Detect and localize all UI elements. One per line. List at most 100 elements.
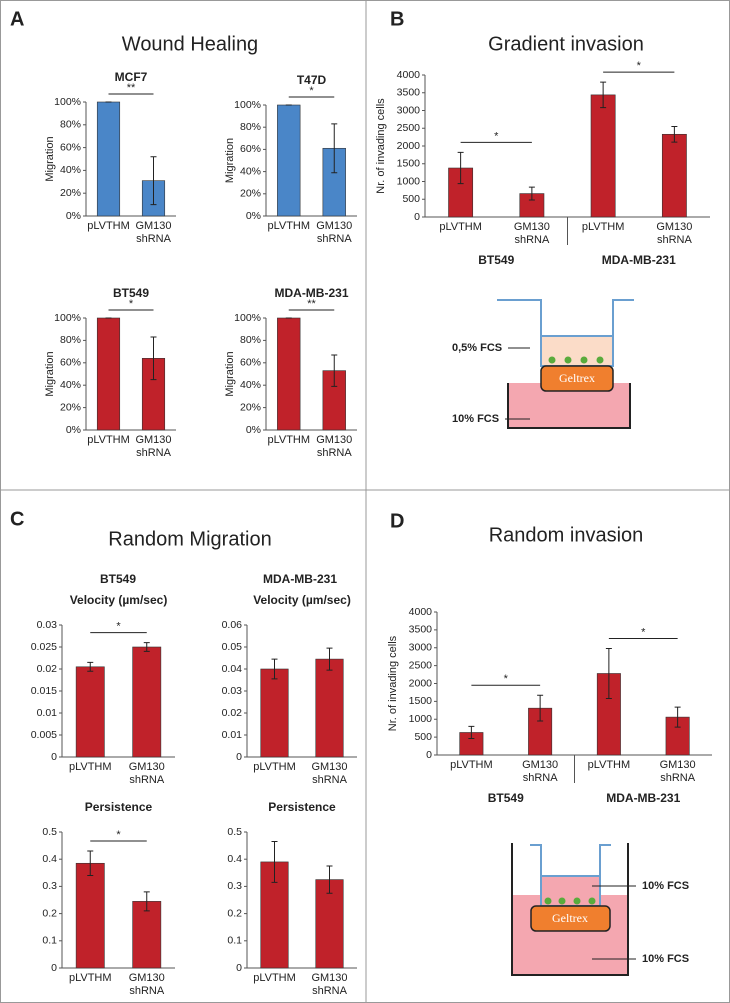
y-tick-label: 0.1: [227, 935, 242, 947]
x-tick-label: pLVTHM: [267, 434, 311, 446]
gel: [540, 365, 614, 392]
error-bar: [87, 850, 94, 877]
y-tick-label: 2500: [397, 122, 421, 134]
y-tick-label: 1500: [409, 695, 433, 707]
y-tick-label: 1500: [397, 158, 421, 170]
y-tick-label: 80%: [60, 334, 81, 346]
column-header: BT549: [100, 572, 136, 586]
chart-title: MDA-MB-231: [274, 286, 348, 300]
significance-label: *: [637, 60, 642, 72]
y-tick-label: 3500: [409, 624, 433, 636]
error-bar: [150, 336, 157, 381]
y-axis-label: Migration: [44, 136, 56, 181]
x-tick-label: pLVTHM: [450, 759, 493, 771]
y-tick-label: 60%: [240, 357, 261, 369]
y-tick-label: 0.2: [42, 907, 57, 919]
x-tick-label: GM130 shRNA: [656, 221, 693, 246]
panel-title: Gradient invasion: [488, 33, 644, 55]
bar: [260, 668, 289, 758]
diagram: Geltrex 0,5% FCS 10% FCS: [452, 299, 634, 429]
x-tick-label: GM130 shRNA: [659, 759, 696, 784]
y-tick-label: 40%: [240, 379, 261, 391]
x-tick-label: pLVTHM: [87, 434, 130, 446]
y-tick-label: 100%: [234, 99, 261, 111]
chart-title: Velocity (µm/sec): [253, 593, 351, 607]
significance-label: *: [116, 829, 121, 841]
y-tick-label: 3500: [397, 87, 421, 99]
chart-title: BT549: [113, 286, 149, 300]
y-tick-label: 60%: [60, 141, 81, 153]
y-tick-label: 0%: [66, 424, 81, 436]
y-tick-label: 4000: [409, 606, 433, 618]
x-tick-label: GM130 shRNA: [128, 761, 165, 786]
cell: [548, 356, 556, 364]
x-tick-label: GM130 shRNA: [513, 221, 550, 246]
y-tick-label: 0.3: [227, 880, 242, 892]
error-bar: [605, 647, 612, 700]
x-tick-label: pLVTHM: [267, 220, 311, 232]
error-bar: [674, 706, 681, 728]
x-tick-label: GM130 shRNA: [311, 761, 348, 786]
y-tick-label: 0.05: [222, 641, 243, 653]
diagram-label: 0,5% FCS: [452, 342, 502, 354]
y-tick-label: 20%: [60, 401, 81, 413]
significance-label: *: [309, 85, 314, 97]
cell: [558, 897, 566, 905]
bar: [96, 101, 121, 217]
error-bar: [271, 658, 278, 680]
x-tick-label: pLVTHM: [68, 761, 112, 773]
y-tick-label: 100%: [54, 96, 81, 108]
y-tick-label: 0.5: [227, 826, 242, 838]
y-tick-label: 0.4: [42, 853, 57, 865]
y-tick-label: 0.3: [42, 880, 57, 892]
y-tick-label: 0.005: [31, 729, 57, 741]
y-tick-label: 80%: [60, 119, 81, 131]
bar: [277, 104, 301, 217]
y-tick-label: 20%: [240, 401, 261, 413]
diagram-label: 10% FCS: [642, 880, 689, 892]
significance-label: *: [116, 621, 121, 633]
x-tick-label: pLVTHM: [253, 972, 296, 984]
y-tick-label: 20%: [240, 188, 261, 200]
diagram-label: 10% FCS: [642, 953, 689, 965]
gel: [530, 905, 611, 932]
y-axis-label: Nr. of invading cells: [387, 635, 399, 731]
bar: [661, 133, 687, 218]
well: [507, 383, 631, 429]
error-bar: [331, 354, 338, 387]
x-tick-label: GM130 shRNA: [128, 972, 165, 997]
y-tick-label: 0.025: [31, 641, 57, 653]
y-tick-label: 60%: [60, 357, 81, 369]
y-tick-label: 0%: [246, 424, 261, 436]
error-bar: [143, 642, 150, 652]
y-tick-label: 0.4: [227, 853, 242, 865]
y-tick-label: 0: [236, 751, 242, 763]
y-tick-label: 0.02: [222, 707, 243, 719]
cell: [564, 356, 572, 364]
x-tick-label: GM130 shRNA: [311, 972, 348, 997]
y-tick-label: 0.015: [31, 685, 57, 697]
diagram: Geltrex 10% FCS 10% FCS: [511, 843, 689, 976]
y-tick-label: 1000: [397, 175, 421, 187]
x-tick-label: pLVTHM: [68, 972, 112, 984]
x-tick-label: GM130 shRNA: [522, 759, 559, 784]
gel-label: Geltrex: [552, 911, 588, 925]
cell: [573, 897, 581, 905]
y-axis-label: Nr. of invading cells: [375, 98, 387, 194]
error-bar: [331, 123, 338, 174]
y-tick-label: 20%: [60, 187, 81, 199]
y-tick-label: 40%: [60, 164, 81, 176]
error-bar: [326, 647, 333, 671]
y-tick-label: 0: [51, 751, 57, 763]
chart-title: Persistence: [268, 800, 336, 814]
gel-label: Geltrex: [559, 371, 595, 385]
y-tick-label: 0.03: [222, 685, 243, 697]
bar: [75, 862, 105, 969]
y-tick-label: 40%: [60, 379, 81, 391]
panel-title: Random Migration: [108, 528, 271, 550]
y-tick-label: 40%: [240, 165, 261, 177]
panel-title: Wound Healing: [122, 33, 258, 55]
significance-label: **: [127, 82, 136, 94]
bar: [96, 317, 121, 431]
